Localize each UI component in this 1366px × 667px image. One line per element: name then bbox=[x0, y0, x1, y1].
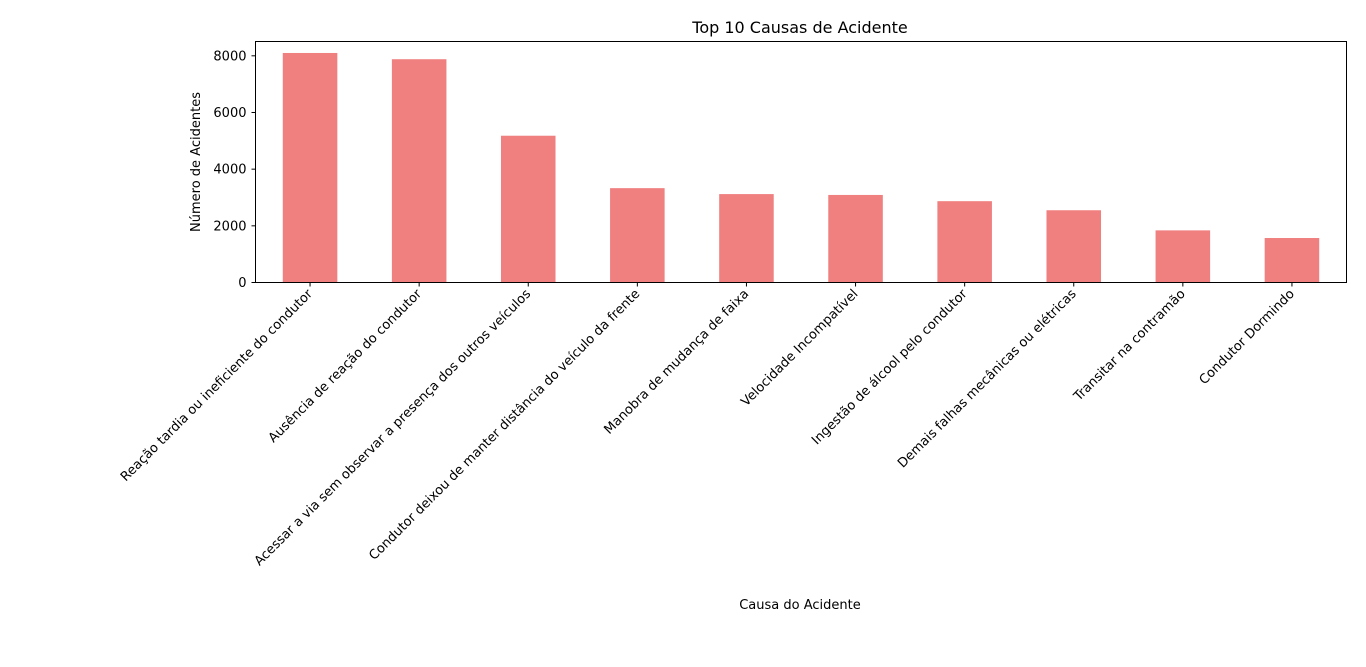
bar bbox=[828, 194, 883, 283]
bar bbox=[1046, 210, 1102, 283]
x-tick-label: Reação tardia ou ineficiente do condutor bbox=[118, 286, 316, 484]
x-tick-label: Condutor Dormindo bbox=[1197, 287, 1298, 388]
x-tick-label: Demais falhas mecânicas ou elétricas bbox=[895, 287, 1080, 472]
y-axis-label: Número de Acidentes bbox=[189, 92, 204, 232]
x-tick-label: Transitar na contramão bbox=[1070, 287, 1188, 405]
x-axis: Reação tardia ou ineficiente do condutor… bbox=[118, 282, 1298, 569]
bar bbox=[719, 194, 774, 283]
y-tick-label: 6000 bbox=[213, 106, 246, 121]
x-tick-label: Velocidade Incompatível bbox=[738, 287, 861, 410]
plot-frame bbox=[255, 41, 1347, 283]
y-tick-label: 2000 bbox=[213, 219, 246, 234]
chart-title: Top 10 Causas de Acidente bbox=[691, 18, 907, 37]
x-axis-label: Causa do Acidente bbox=[739, 598, 861, 613]
bar bbox=[937, 201, 992, 283]
y-axis: 0 2000 4000 6000 8000 bbox=[213, 49, 256, 291]
bar bbox=[1264, 238, 1320, 283]
bar bbox=[391, 59, 447, 283]
bar bbox=[500, 135, 556, 283]
x-tick-label: Condutor deixou de manter distância do v… bbox=[366, 287, 643, 564]
bar bbox=[610, 188, 665, 283]
bars-layer bbox=[282, 52, 1320, 283]
bar bbox=[282, 52, 338, 283]
y-tick-label: 0 bbox=[238, 276, 246, 291]
y-tick-label: 8000 bbox=[213, 49, 246, 64]
y-tick-label: 4000 bbox=[213, 163, 246, 178]
bar bbox=[1155, 230, 1211, 283]
